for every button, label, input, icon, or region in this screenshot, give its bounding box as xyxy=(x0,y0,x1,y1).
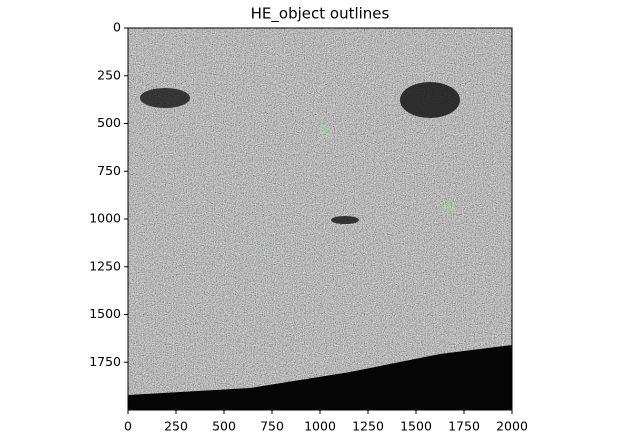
x-tick-label: 1250 xyxy=(352,419,384,434)
y-tick-label: 500 xyxy=(97,115,121,130)
y-tick-label: 0 xyxy=(113,20,121,35)
chart-title: HE_object outlines xyxy=(251,5,390,24)
dark-region xyxy=(140,88,190,108)
x-tick-label: 1750 xyxy=(448,419,480,434)
x-tick-label: 1000 xyxy=(304,419,336,434)
y-tick-label: 1000 xyxy=(89,211,121,226)
x-tick-label: 0 xyxy=(124,419,132,434)
x-tick-label: 250 xyxy=(164,419,188,434)
x-tick-label: 500 xyxy=(212,419,236,434)
dark-region xyxy=(400,82,460,118)
y-tick-label: 250 xyxy=(97,67,121,82)
x-tick-label: 2000 xyxy=(496,419,528,434)
y-tick-label: 1500 xyxy=(89,306,121,321)
dark-region xyxy=(331,216,359,224)
image xyxy=(127,27,513,411)
x-tick-label: 750 xyxy=(260,419,284,434)
x-tick-label: 1500 xyxy=(400,419,432,434)
dark-region xyxy=(128,345,512,410)
y-tick-label: 1750 xyxy=(89,354,121,369)
y-tick-label: 1250 xyxy=(89,258,121,273)
y-tick-label: 750 xyxy=(97,163,121,178)
